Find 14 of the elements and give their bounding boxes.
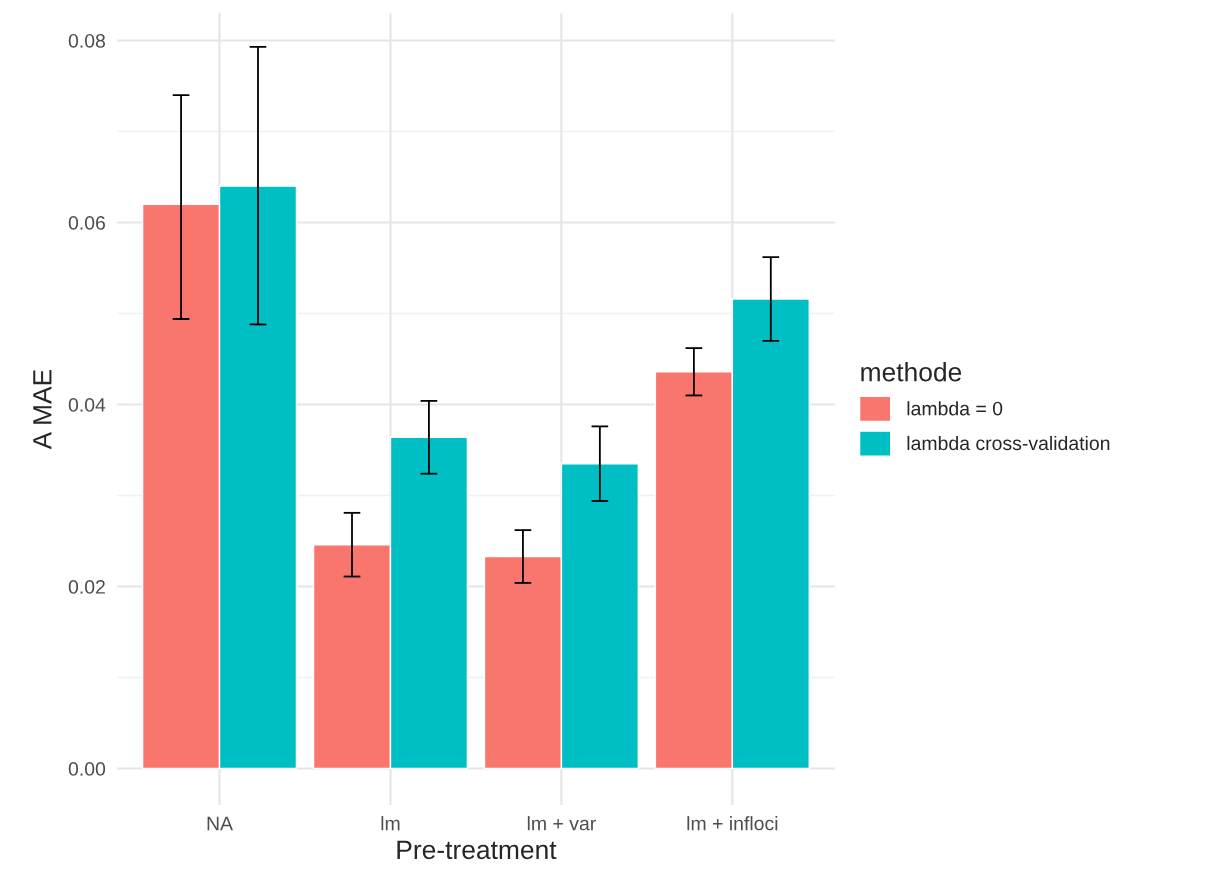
y-tick-label: 0.06 (68, 216, 105, 230)
y-tick-label: 0.08 (68, 33, 106, 48)
x-tick-label: lm + var (527, 816, 596, 831)
y-tick-label: 0.04 (68, 398, 106, 412)
legend-label: lambda = 0 (907, 401, 1003, 416)
legend-title: methode (861, 362, 962, 382)
x-tick-label: lm + infloci (687, 816, 778, 831)
y-tick-label: 0.02 (68, 580, 105, 594)
y-axis-title: A MAE (33, 369, 52, 450)
y-tick-label: 0.00 (68, 762, 106, 776)
x-tick-label: lm (381, 816, 400, 831)
legend-label: lambda cross-validation (907, 435, 1110, 451)
x-axis-title: Pre-treatment (397, 840, 557, 860)
x-tick-label: NA (207, 816, 233, 831)
